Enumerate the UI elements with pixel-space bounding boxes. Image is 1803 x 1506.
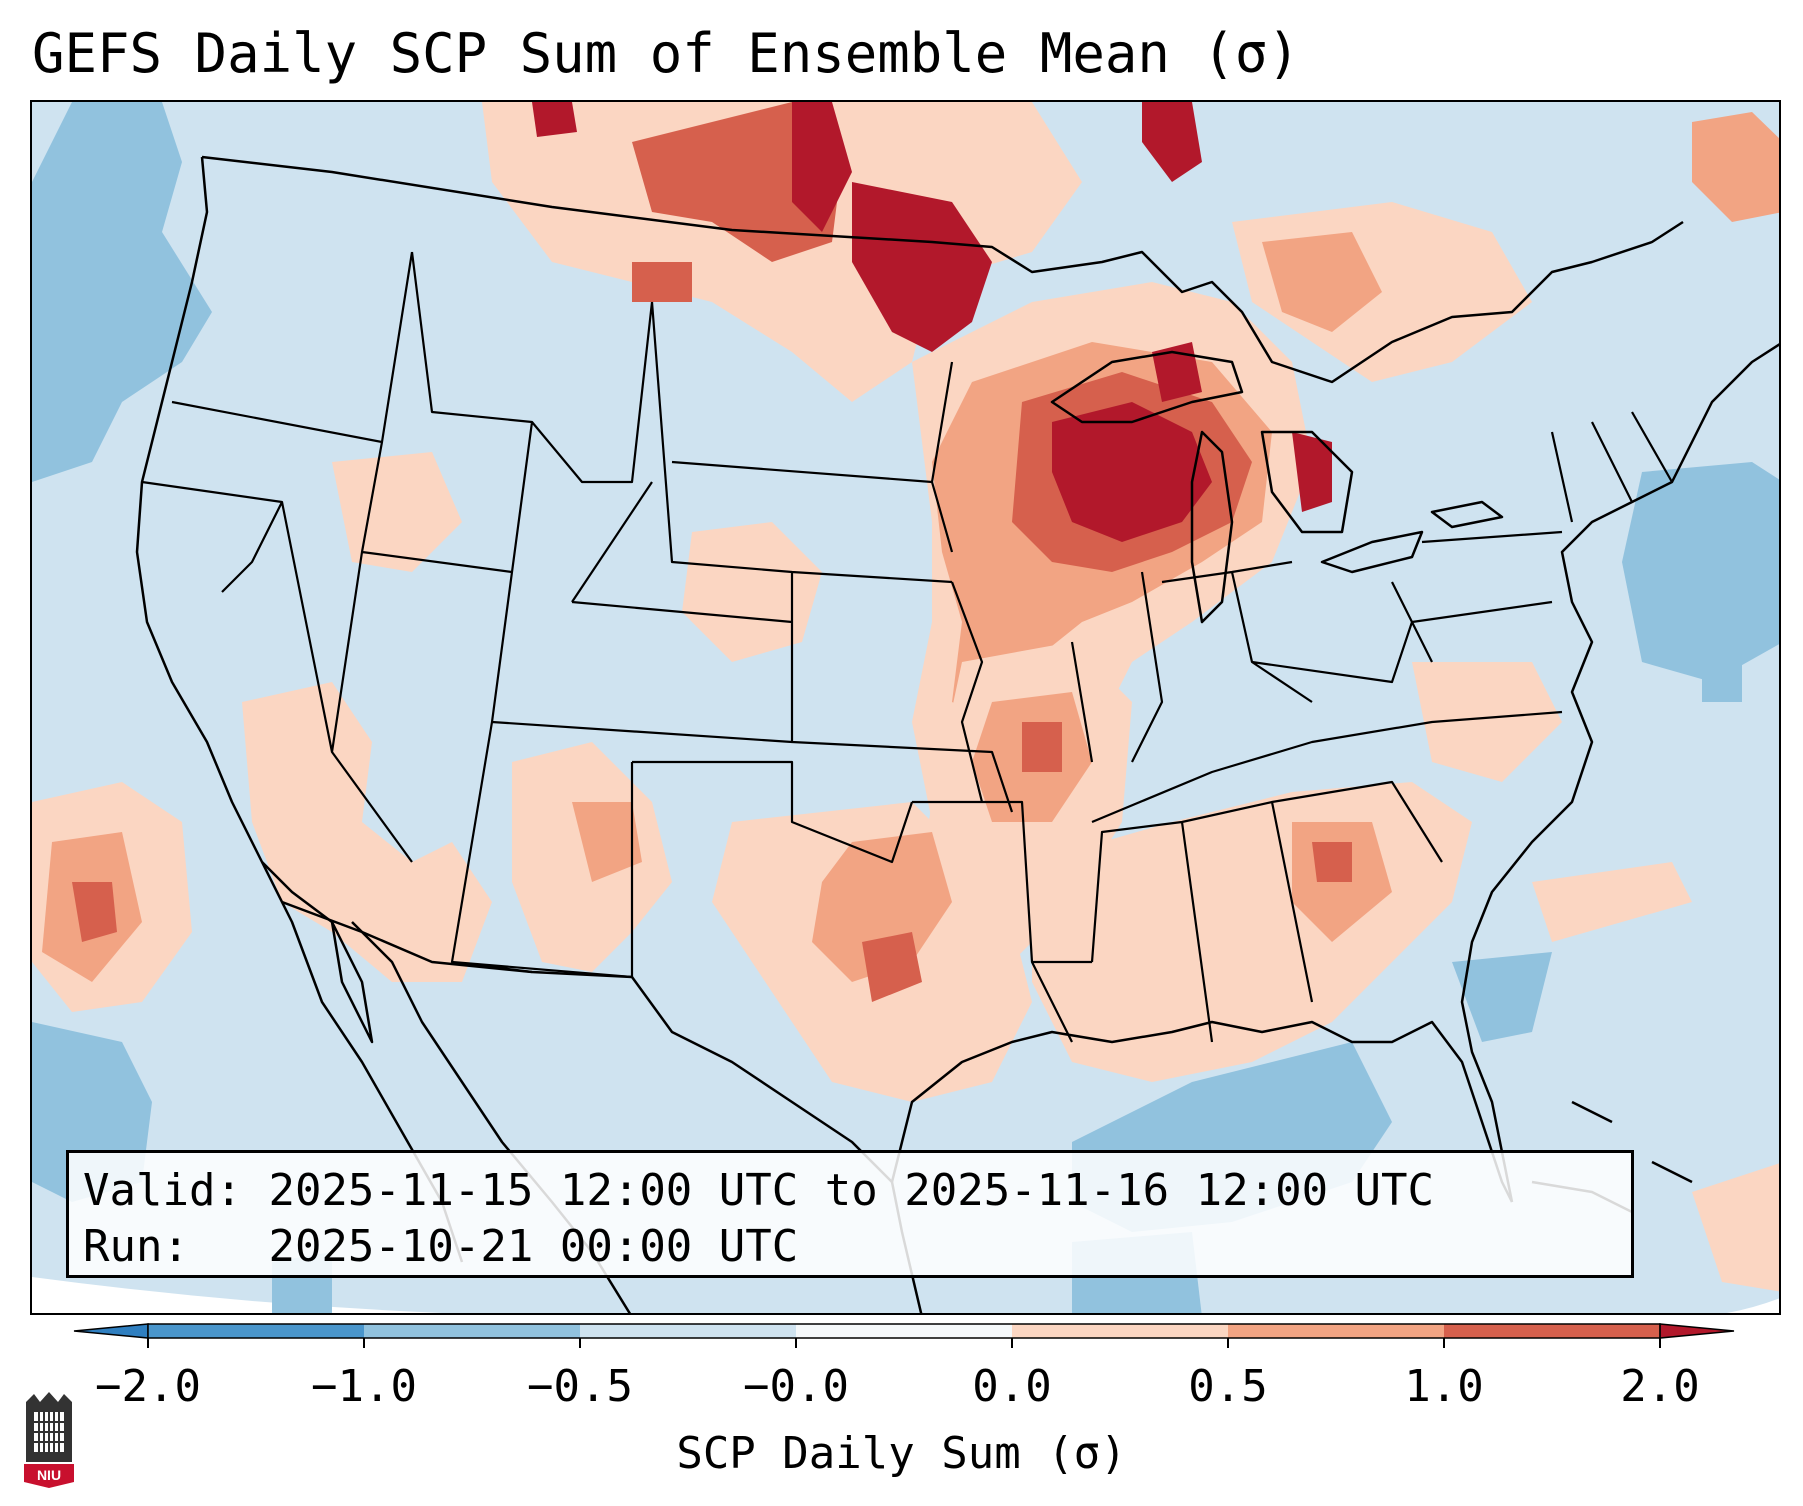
anomaly-patch-canada — [1142, 102, 1202, 182]
colorbar-bin — [1444, 1324, 1660, 1338]
colorbar-tick-label: −2.0 — [95, 1361, 201, 1412]
anomaly-patch-mississippi — [1022, 722, 1062, 772]
coastline-baja — [261, 861, 374, 1044]
valid-value: 2025-11-15 12:00 UTC to 2025-11-16 12:00… — [268, 1165, 1435, 1216]
great-lake-huron — [1260, 430, 1354, 534]
valid-label: Valid: — [83, 1165, 242, 1216]
domain-edge — [1726, 1298, 1779, 1313]
political-boundaries — [135, 155, 1779, 1313]
colorbar-tick-label: −0.0 — [743, 1361, 849, 1412]
coastline-atlantic — [1460, 343, 1779, 1203]
run-value: 2025-10-21 00:00 UTC — [268, 1221, 799, 1272]
colorbar-tick-label: 0.0 — [972, 1361, 1052, 1412]
map-canvas — [32, 102, 1779, 1313]
anomaly-patch-atlantic-neg — [1702, 662, 1742, 702]
run-label: Run: — [83, 1221, 189, 1272]
anomaly-patch-ontario — [1692, 112, 1779, 222]
state-lines — [141, 251, 1673, 1043]
colorbar-tick-label: −1.0 — [311, 1361, 417, 1412]
anomaly-patch-southplains — [812, 832, 952, 982]
coastline-gulf — [890, 1020, 1514, 1203]
anomaly-patch-ontario — [1262, 232, 1382, 332]
great-lake-superior — [1050, 350, 1244, 424]
colorbar-bin — [580, 1324, 796, 1338]
colorbar-bin — [1012, 1324, 1228, 1338]
colorbar-extend-low — [73, 1323, 149, 1339]
anomaly-patch-gulf-neg — [1452, 952, 1552, 1042]
anomaly-patch-canada — [632, 262, 692, 302]
anomaly-patch-canada — [532, 102, 577, 137]
anomaly-patch-west — [572, 802, 642, 882]
anomaly-patch-southeast — [1412, 662, 1562, 782]
anomaly-patch-canada — [632, 102, 842, 262]
colorbar — [73, 1323, 1735, 1348]
great-lake-michigan — [1190, 430, 1234, 624]
anomaly-patch-canada — [792, 102, 852, 232]
colorbar-tick-label: 0.5 — [1188, 1361, 1268, 1412]
map-title: GEFS Daily SCP Sum of Ensemble Mean (σ) — [32, 22, 1300, 85]
coastline-pacific — [135, 156, 464, 1263]
anomaly-patch-pacific-neg — [32, 102, 212, 482]
anomaly-field — [32, 102, 1779, 1313]
anomaly-patch-pacific-pos — [72, 882, 117, 942]
valid-run-info-box: Valid: 2025-11-15 12:00 UTC to 2025-11-1… — [66, 1150, 1634, 1278]
domain-edge — [32, 1277, 443, 1313]
niu-logo: NIU — [24, 1392, 74, 1488]
logo-text: NIU — [37, 1467, 61, 1483]
border-us-mexico — [281, 900, 893, 1183]
colorbar-extend-high — [1659, 1323, 1735, 1339]
colorbar-tick-label: −0.5 — [527, 1361, 633, 1412]
anomaly-patch-west — [332, 452, 462, 572]
anomaly-patch-midwest — [1152, 342, 1202, 402]
colorbar-outline — [147, 1323, 1661, 1339]
anomaly-patch-atlantic-neg — [1622, 462, 1779, 682]
border-us-canada — [201, 155, 1684, 384]
anomaly-patch-canada — [852, 182, 992, 352]
colorbar-bin — [796, 1324, 1012, 1338]
anomaly-patch-southeast — [1312, 842, 1352, 882]
colorbar-bin — [148, 1324, 364, 1338]
anomaly-patch-atlantic-pos — [1532, 862, 1692, 942]
great-lake-ontario — [1430, 500, 1504, 529]
map-panel — [30, 100, 1781, 1315]
anomaly-patch-southplains — [862, 932, 922, 1002]
colorbar-label: SCP Daily Sum (σ) — [676, 1428, 1127, 1479]
colorbar-tick-label: 1.0 — [1404, 1361, 1484, 1412]
colorbar-bin — [364, 1324, 580, 1338]
anomaly-patch-midwest — [1052, 402, 1212, 542]
anomaly-patch-west — [682, 522, 822, 662]
colorbar-bin — [1228, 1324, 1444, 1338]
great-lake-erie — [1320, 530, 1424, 574]
anomaly-patch-midwest — [1292, 432, 1332, 512]
colorbar-tick-label: 2.0 — [1620, 1361, 1700, 1412]
anomaly-patch-west — [242, 682, 492, 982]
anomaly-patch-atlantic-pos — [1692, 1163, 1779, 1292]
